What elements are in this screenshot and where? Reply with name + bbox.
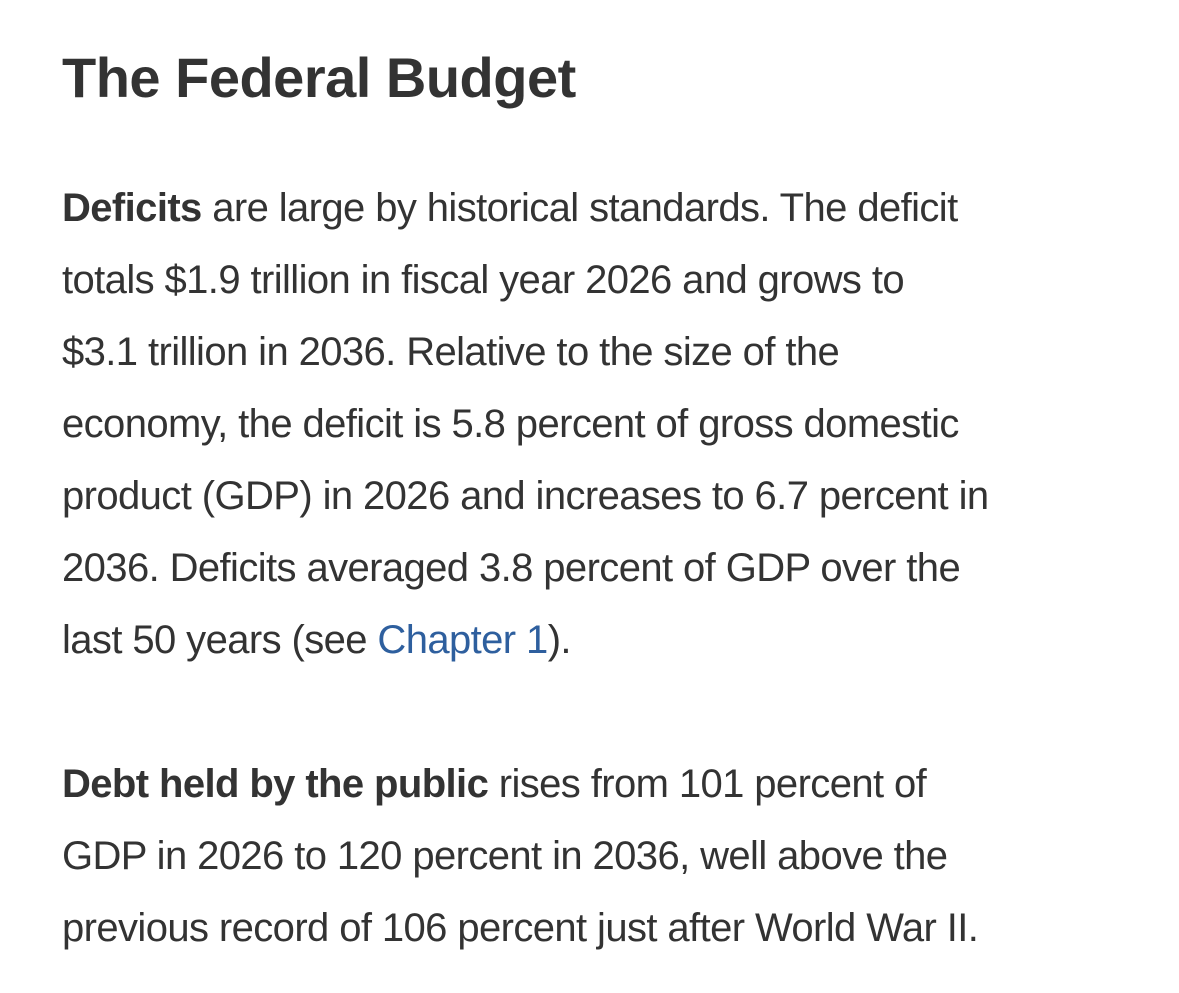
article: The Federal Budget Deficits are large by… (62, 40, 1152, 964)
deficits-lead: Deficits (62, 186, 202, 230)
debt-line-2: GDP in 2026 to 120 percent in 2036, well… (62, 834, 948, 878)
deficits-line-1: Deficits are large by historical standar… (62, 172, 1152, 244)
debt-line-1-text: rises from 101 percent of (488, 762, 927, 806)
deficits-line-7-before: last 50 years (see (62, 618, 378, 662)
deficits-line-3: $3.1 trillion in 2036. Relative to the s… (62, 330, 840, 374)
deficits-paragraph: Deficits are large by historical standar… (62, 172, 1152, 676)
page-title: The Federal Budget (62, 46, 576, 109)
deficits-line-1-text: are large by historical standards. The d… (201, 186, 958, 230)
deficits-line-7-after: ). (547, 618, 572, 662)
deficits-line-4: economy, the deficit is 5.8 percent of g… (62, 402, 959, 446)
deficits-line-7: last 50 years (see Chapter 1). (62, 604, 1152, 676)
debt-line-1: Debt held by the public rises from 101 p… (62, 748, 1152, 820)
deficits-line-6: 2036. Deficits averaged 3.8 percent of G… (62, 546, 961, 590)
debt-paragraph: Debt held by the public rises from 101 p… (62, 748, 1152, 964)
deficits-line-5: product (GDP) in 2026 and increases to 6… (62, 474, 989, 518)
debt-line-3: previous record of 106 percent just afte… (62, 906, 979, 950)
chapter-1-link[interactable]: Chapter 1 (377, 618, 548, 662)
debt-lead: Debt held by the public (62, 762, 489, 806)
deficits-line-2: totals $1.9 trillion in fiscal year 2026… (62, 258, 905, 302)
